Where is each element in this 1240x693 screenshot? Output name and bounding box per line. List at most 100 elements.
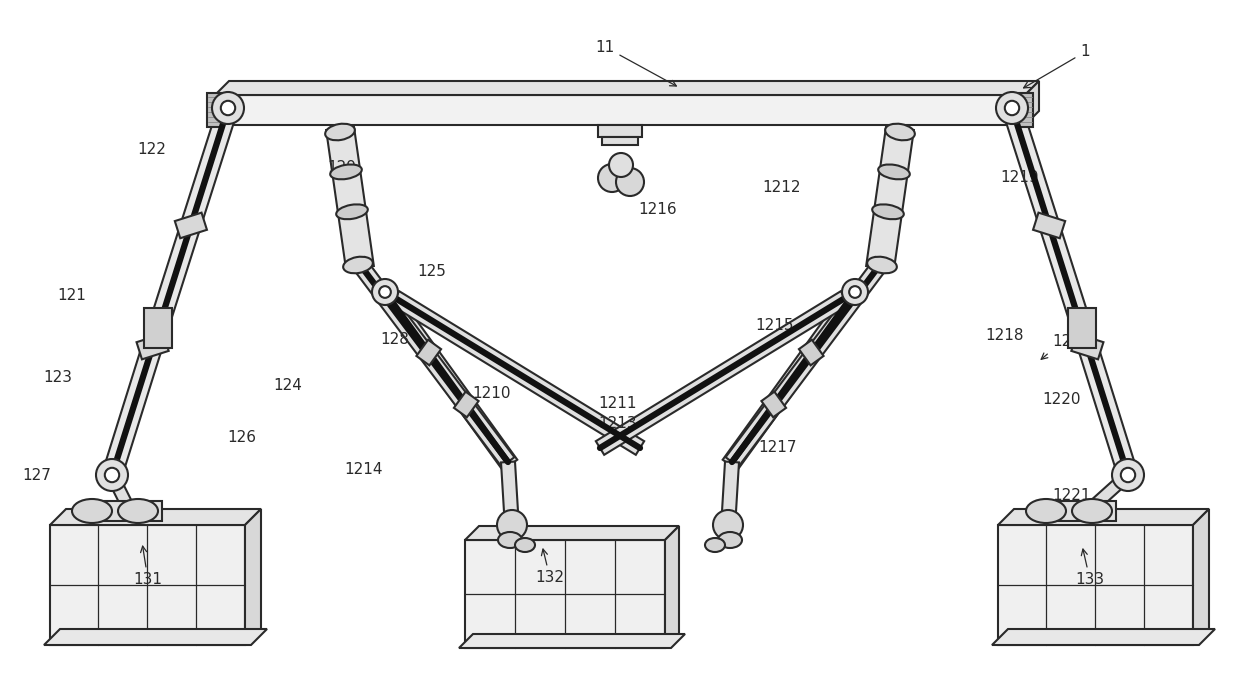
Circle shape: [379, 286, 391, 298]
Text: 122: 122: [138, 143, 166, 157]
Ellipse shape: [118, 499, 157, 523]
Text: 1221: 1221: [1052, 487, 1090, 515]
Ellipse shape: [872, 204, 904, 219]
Polygon shape: [149, 105, 238, 331]
Polygon shape: [1084, 471, 1132, 516]
Circle shape: [598, 164, 626, 192]
Circle shape: [842, 279, 868, 305]
Circle shape: [1004, 100, 1019, 115]
Text: 127: 127: [22, 468, 51, 482]
Polygon shape: [998, 509, 1209, 525]
Polygon shape: [207, 93, 221, 127]
Polygon shape: [326, 126, 373, 270]
Polygon shape: [459, 634, 684, 648]
Polygon shape: [43, 629, 267, 645]
Polygon shape: [1019, 93, 1033, 127]
Circle shape: [212, 92, 244, 124]
Circle shape: [609, 153, 632, 177]
Polygon shape: [1068, 308, 1096, 348]
Bar: [417, 340, 441, 365]
Ellipse shape: [1025, 499, 1066, 523]
Ellipse shape: [718, 532, 742, 548]
Text: 124: 124: [274, 378, 303, 392]
Ellipse shape: [336, 204, 368, 219]
Text: 131: 131: [134, 546, 162, 588]
Text: 1214: 1214: [345, 462, 383, 477]
Polygon shape: [1025, 81, 1039, 125]
Polygon shape: [596, 291, 849, 455]
Ellipse shape: [343, 256, 373, 273]
Text: 133: 133: [1075, 549, 1105, 588]
Circle shape: [849, 286, 861, 298]
Text: 1215: 1215: [755, 317, 794, 333]
Bar: [136, 334, 169, 360]
Polygon shape: [665, 526, 680, 648]
Polygon shape: [107, 473, 135, 514]
Text: 1217: 1217: [758, 441, 796, 455]
Circle shape: [105, 468, 119, 482]
Polygon shape: [144, 308, 172, 348]
Text: 128: 128: [381, 333, 409, 347]
Polygon shape: [391, 291, 644, 455]
Text: 121: 121: [57, 288, 87, 303]
Polygon shape: [867, 126, 914, 270]
Text: 1218: 1218: [985, 328, 1023, 342]
Text: 132: 132: [536, 549, 564, 586]
Text: 123: 123: [43, 371, 72, 385]
Text: 1220: 1220: [1042, 392, 1080, 407]
Circle shape: [996, 92, 1028, 124]
Circle shape: [497, 510, 527, 540]
Text: 11: 11: [595, 40, 676, 86]
Ellipse shape: [878, 164, 910, 179]
Ellipse shape: [515, 538, 534, 552]
Circle shape: [1121, 468, 1135, 482]
Text: 1: 1: [1023, 44, 1090, 88]
Circle shape: [221, 100, 236, 115]
Text: 12: 12: [1042, 335, 1071, 359]
Polygon shape: [215, 95, 1025, 125]
Ellipse shape: [325, 124, 355, 140]
Bar: [82, 501, 162, 521]
Polygon shape: [465, 526, 680, 540]
Circle shape: [372, 279, 398, 305]
Text: 129: 129: [327, 161, 357, 175]
Polygon shape: [723, 287, 862, 471]
Text: 1216: 1216: [639, 202, 677, 218]
Bar: [799, 340, 823, 365]
Text: 1211: 1211: [598, 396, 636, 410]
Ellipse shape: [330, 164, 362, 179]
Polygon shape: [501, 462, 520, 529]
Ellipse shape: [498, 532, 522, 548]
Bar: [1033, 213, 1065, 238]
Polygon shape: [50, 525, 246, 645]
Ellipse shape: [72, 499, 112, 523]
Text: 125: 125: [418, 265, 446, 279]
Ellipse shape: [706, 538, 725, 552]
Polygon shape: [50, 509, 260, 525]
Ellipse shape: [885, 124, 915, 140]
Bar: [761, 392, 786, 417]
Polygon shape: [215, 81, 1039, 95]
Polygon shape: [992, 629, 1215, 645]
Text: 1210: 1210: [472, 385, 511, 401]
Polygon shape: [465, 540, 665, 648]
Circle shape: [616, 168, 644, 196]
Bar: [1035, 501, 1116, 521]
Ellipse shape: [1073, 499, 1112, 523]
Circle shape: [713, 510, 743, 540]
Text: 126: 126: [227, 430, 257, 446]
Polygon shape: [378, 287, 517, 471]
Text: 1213: 1213: [598, 416, 636, 432]
Polygon shape: [1193, 509, 1209, 645]
Bar: [598, 125, 642, 137]
Ellipse shape: [867, 256, 897, 273]
Polygon shape: [352, 257, 515, 467]
Text: 1212: 1212: [763, 180, 801, 195]
Polygon shape: [1002, 105, 1091, 331]
Bar: [601, 137, 639, 145]
Polygon shape: [998, 525, 1193, 645]
Circle shape: [95, 459, 128, 491]
Polygon shape: [725, 257, 888, 467]
Circle shape: [1112, 459, 1145, 491]
Polygon shape: [103, 325, 167, 478]
